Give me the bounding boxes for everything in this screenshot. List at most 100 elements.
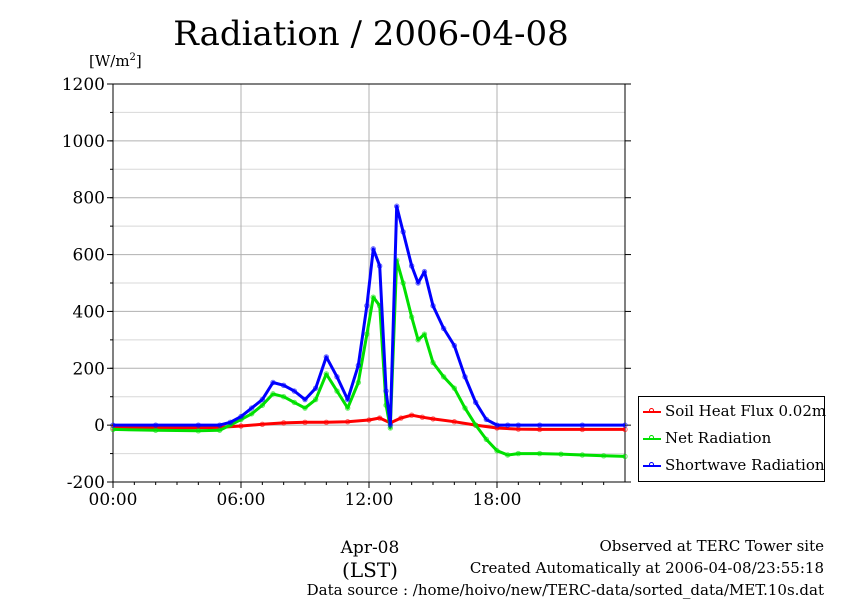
series-line-shortwave-radiation <box>113 204 625 427</box>
y-axis-unit-label: [W/m2] <box>89 52 142 70</box>
series-point-net-radiation <box>472 422 479 428</box>
series-point-net-radiation <box>216 427 223 433</box>
series-point-shortwave-radiation <box>383 388 389 394</box>
footer-notes: Observed at TERC Tower site Created Auto… <box>307 535 824 601</box>
series-point-soil-heat-flux-0-02m <box>238 423 244 429</box>
footer-created-timestamp: Created Automatically at 2006-04-08/23:5… <box>469 559 824 577</box>
series-point-shortwave-radiation <box>312 385 319 391</box>
y-tick-label: 1000 <box>62 132 105 152</box>
series-point-net-radiation <box>536 450 543 457</box>
series-point-soil-heat-flux-0-02m <box>302 419 308 425</box>
x-tick-label: 06:00 <box>217 490 266 510</box>
series-point-net-radiation <box>270 391 276 397</box>
series-point-shortwave-radiation <box>152 422 159 428</box>
y-tick-label: 800 <box>73 189 105 209</box>
series-point-shortwave-radiation <box>472 399 479 406</box>
series-point-shortwave-radiation <box>302 396 308 403</box>
y-tick-label: 400 <box>73 302 105 322</box>
series-point-shortwave-radiation <box>227 419 234 425</box>
footer-observed-site: Observed at TERC Tower site <box>599 537 824 555</box>
series-point-net-radiation <box>415 337 421 343</box>
series-point-shortwave-radiation <box>440 325 447 332</box>
series-point-net-radiation <box>483 436 490 443</box>
series-point-net-radiation <box>421 331 428 337</box>
footer-data-source: Data source : /home/hoivo/new/TERC-data/… <box>306 581 824 599</box>
series-point-net-radiation <box>494 448 500 454</box>
y-unit-text: [W/m <box>89 52 130 70</box>
series-point-net-radiation <box>195 428 202 434</box>
series-point-soil-heat-flux-0-02m <box>259 421 266 427</box>
series-point-net-radiation <box>430 359 436 366</box>
series-point-shortwave-radiation <box>483 416 490 423</box>
series-point-shortwave-radiation <box>451 342 458 349</box>
series-point-net-radiation <box>451 385 458 391</box>
series-point-shortwave-radiation <box>216 422 223 428</box>
series-point-net-radiation <box>370 294 376 300</box>
series-point-shortwave-radiation <box>622 422 628 428</box>
series-point-shortwave-radiation <box>394 203 400 209</box>
y-unit-superscript: 2 <box>129 52 136 63</box>
series-point-shortwave-radiation <box>400 229 406 235</box>
series-point-soil-heat-flux-0-02m <box>430 416 436 422</box>
series-point-shortwave-radiation <box>355 362 362 369</box>
legend-label-net-radiation: Net Radiation <box>665 429 772 447</box>
series-point-net-radiation <box>280 394 287 400</box>
series-point-shortwave-radiation <box>259 396 266 403</box>
series-point-net-radiation <box>462 405 468 411</box>
legend-label-shortwave-radiation: Shortwave Radiation <box>665 456 825 474</box>
series-point-shortwave-radiation <box>415 280 421 286</box>
series-point-net-radiation <box>504 452 511 458</box>
legend-marker-soil-heat-flux <box>649 408 654 413</box>
series-point-shortwave-radiation <box>323 354 330 360</box>
y-unit-close: ] <box>135 52 142 70</box>
series-line-net-radiation <box>112 258 626 458</box>
y-tick-label: 1200 <box>62 75 105 95</box>
series-point-shortwave-radiation <box>408 263 415 269</box>
series-point-shortwave-radiation <box>387 422 394 428</box>
series-point-shortwave-radiation <box>280 382 287 389</box>
series-point-soil-heat-flux-0-02m <box>280 420 287 426</box>
y-tick-label: 200 <box>73 359 105 379</box>
series-point-shortwave-radiation <box>579 422 586 428</box>
x-tick-label: 12:00 <box>345 490 394 510</box>
series-point-net-radiation <box>344 405 351 411</box>
series-point-soil-heat-flux-0-02m <box>366 417 372 423</box>
series-point-shortwave-radiation <box>462 374 468 380</box>
series-point-net-radiation <box>600 453 607 459</box>
series-point-net-radiation <box>440 374 447 380</box>
series-point-shortwave-radiation <box>504 422 511 428</box>
series-point-soil-heat-flux-0-02m <box>408 412 415 418</box>
series-point-shortwave-radiation <box>421 268 428 275</box>
chart-title: Radiation / 2006-04-08 <box>173 14 569 54</box>
series-point-soil-heat-flux-0-02m <box>451 419 458 425</box>
x-axis-timezone-label: (LST) <box>342 558 398 582</box>
series-point-shortwave-radiation <box>376 263 383 269</box>
series-point-net-radiation <box>355 379 362 386</box>
series-point-shortwave-radiation <box>515 422 522 428</box>
series-point-shortwave-radiation <box>344 396 351 403</box>
series-point-net-radiation <box>579 452 586 458</box>
series-point-soil-heat-flux-0-02m <box>398 415 404 421</box>
series-point-soil-heat-flux-0-02m <box>323 419 330 425</box>
series-point-net-radiation <box>302 405 308 411</box>
series-point-net-radiation <box>291 399 298 406</box>
series-point-shortwave-radiation <box>195 422 202 428</box>
y-tick-label: 600 <box>73 246 105 266</box>
x-axis-date-label: Apr-08 <box>340 538 400 558</box>
series-point-shortwave-radiation <box>430 303 436 309</box>
series-point-soil-heat-flux-0-02m <box>419 414 426 420</box>
series-point-shortwave-radiation <box>110 422 116 428</box>
series-point-shortwave-radiation <box>248 405 255 411</box>
series-point-net-radiation <box>622 453 628 460</box>
series-point-net-radiation <box>312 396 319 403</box>
series-point-net-radiation <box>259 402 266 408</box>
series-point-net-radiation <box>323 371 330 377</box>
series-point-shortwave-radiation <box>291 388 298 394</box>
series-point-shortwave-radiation <box>370 246 376 252</box>
x-axis-label: Apr-08 (LST) <box>300 538 440 582</box>
legend-label-soil-heat-flux: Soil Heat Flux 0.02m <box>665 402 827 420</box>
legend-marker-net-radiation <box>649 435 654 440</box>
series-point-net-radiation <box>334 388 340 394</box>
series-point-net-radiation <box>400 280 406 286</box>
